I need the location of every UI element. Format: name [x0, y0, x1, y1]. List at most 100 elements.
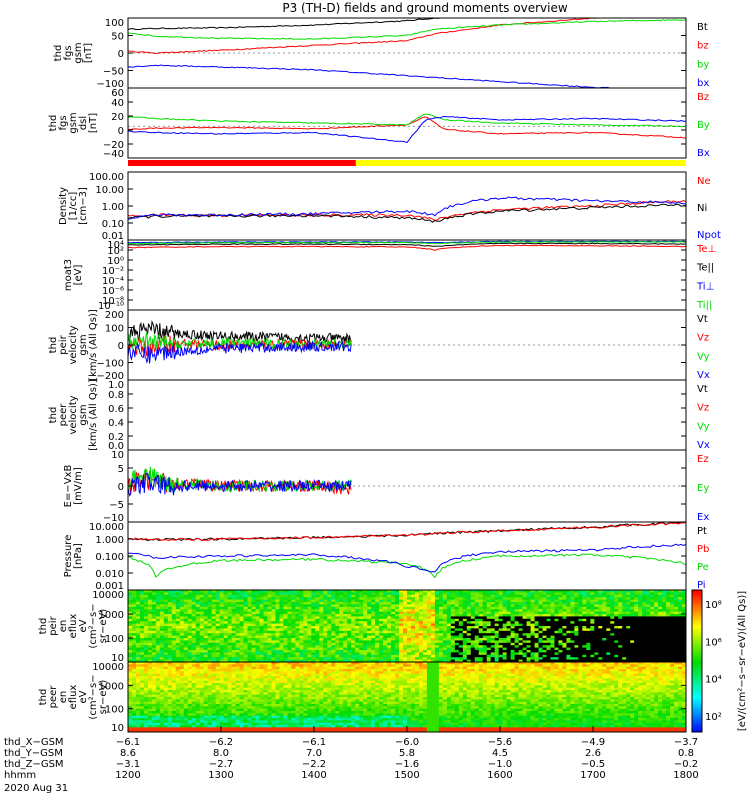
spec-cell [598, 657, 603, 661]
spec-cell [430, 616, 436, 620]
spec-cell [371, 628, 376, 632]
spec-cell [315, 602, 320, 605]
spec-cell [147, 630, 153, 634]
spec-cell [219, 616, 225, 620]
spec-cell [674, 657, 679, 661]
spec-cell [191, 727, 197, 731]
spec-cell [171, 666, 177, 670]
spec-cell [518, 590, 524, 593]
spec-cell [155, 638, 161, 641]
spec-cell [191, 713, 197, 717]
spec-cell [239, 654, 245, 658]
spec-cell [450, 654, 456, 658]
spec-cell [163, 652, 169, 656]
spec-cell [506, 628, 512, 632]
spec-cell [247, 659, 253, 663]
spec-cell [143, 602, 149, 605]
spec-cell [638, 623, 643, 627]
spec-cell [534, 611, 540, 615]
spec-cell [271, 635, 276, 639]
spec-cell [426, 635, 432, 639]
spec-cell [442, 638, 448, 641]
spec-cell [143, 630, 149, 634]
spec-cell [327, 654, 332, 658]
spec-cell [255, 602, 261, 605]
spec-cell [199, 597, 205, 601]
spec-cell [203, 594, 209, 598]
spec-cell [355, 616, 360, 620]
y-axis-label-fgs: [nT] [83, 43, 94, 63]
spec-cell [450, 592, 456, 596]
spec-cell [662, 602, 667, 605]
spec-cell [558, 618, 563, 622]
spec-cell [131, 704, 137, 707]
spec-cell [395, 630, 400, 634]
spec-cell [626, 616, 631, 620]
spec-cell [578, 657, 583, 661]
spec-cell [379, 616, 384, 620]
spec-cell [442, 647, 448, 651]
spec-cell [446, 638, 452, 641]
spec-cell [466, 630, 472, 634]
spec-cell [355, 645, 360, 649]
spec-cell [139, 711, 145, 714]
spec-cell [135, 645, 141, 649]
spec-cell [187, 621, 193, 625]
spec-cell [139, 718, 145, 721]
spec-cell [482, 626, 488, 629]
spec-cell [263, 640, 268, 644]
spec-cell [211, 616, 217, 620]
spec-cell [638, 628, 643, 632]
spec-cell [163, 635, 169, 639]
spec-cell [458, 621, 464, 625]
spec-cell [275, 635, 280, 639]
spec-cell [634, 618, 639, 622]
spec-cell [339, 616, 344, 620]
spec-cell [558, 609, 563, 613]
spec-cell [167, 729, 173, 733]
spec-cell [598, 640, 603, 644]
spec-cell [291, 609, 296, 613]
spec-cell [307, 594, 312, 598]
spec-cell [506, 657, 512, 661]
spec-cell [167, 694, 173, 698]
spec-cell [574, 616, 579, 620]
spec-cell [279, 611, 284, 615]
spec-cell [159, 687, 165, 691]
spec-cell [566, 640, 571, 644]
spec-cell [371, 638, 376, 641]
spec-cell [347, 611, 352, 615]
spec-cell [542, 618, 547, 622]
series-line-fgs_dsl-By [127, 113, 687, 128]
spec-cell [434, 657, 440, 661]
spec-cell [399, 611, 404, 615]
spec-cell [319, 597, 324, 601]
spec-cell [247, 621, 253, 625]
spec-cell [128, 592, 133, 596]
spec-cell [307, 628, 312, 632]
spec-cell [594, 638, 599, 641]
spec-cell [171, 621, 177, 625]
spec-cell [335, 623, 340, 627]
spec-cell [422, 633, 428, 637]
spec-cell [335, 594, 340, 598]
spec-cell [486, 638, 492, 641]
spec-cell [391, 659, 396, 663]
spec-cell [574, 602, 579, 605]
spec-cell [147, 635, 153, 639]
spec-cell [179, 694, 185, 698]
spec-cell [175, 662, 181, 665]
spec-cell [287, 623, 292, 627]
spec-cell [430, 657, 436, 661]
spec-cell [446, 633, 452, 637]
spec-cell [454, 618, 460, 622]
spec-cell [287, 611, 292, 615]
spec-cell [550, 614, 555, 617]
spec-cell [395, 599, 400, 603]
spec-cell [271, 618, 276, 622]
spec-cell [482, 618, 488, 622]
spec-cell [574, 633, 579, 637]
spec-cell [399, 628, 404, 632]
spec-cell [347, 623, 352, 627]
spec-cell [143, 727, 149, 731]
